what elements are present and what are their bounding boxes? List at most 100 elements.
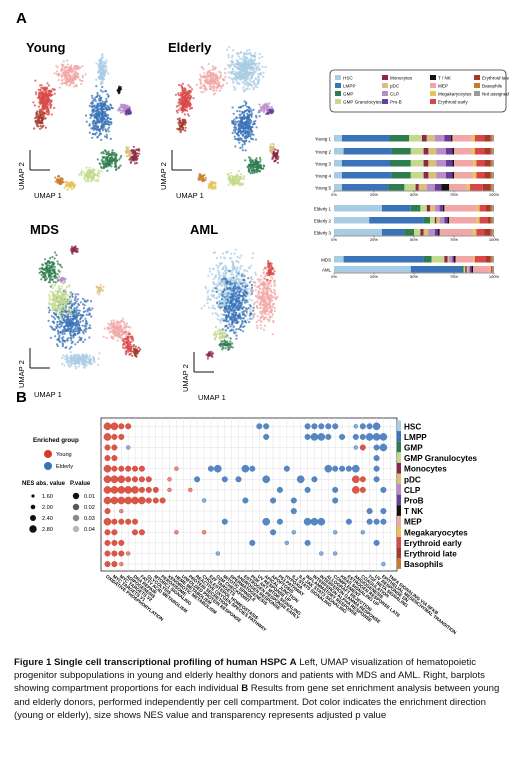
umap-cell-point xyxy=(212,251,215,254)
umap-cell-point xyxy=(77,353,80,356)
umap-cell-point xyxy=(53,302,57,305)
umap-cell-point xyxy=(257,64,260,68)
umap-cell-point xyxy=(43,111,46,114)
umap-cell-point xyxy=(219,321,222,324)
umap-cell-point xyxy=(248,83,251,86)
umap-cell-point xyxy=(263,107,266,111)
umap-cell-point xyxy=(52,300,55,303)
umap-cell-point xyxy=(78,362,81,366)
umap-cell-point xyxy=(72,322,75,325)
umap-cell-point xyxy=(57,317,61,320)
umap-cell-point xyxy=(36,112,39,115)
umap-cell-point xyxy=(250,77,253,80)
umap-cell-point xyxy=(110,335,113,338)
umap-cell-point xyxy=(258,73,261,76)
umap-cell-point xyxy=(250,115,253,118)
umap-cell-point xyxy=(76,324,79,327)
umap-cell-point xyxy=(105,118,108,121)
umap-cell-point xyxy=(219,299,222,302)
umap-cell-point xyxy=(41,276,45,279)
umap-cell-point xyxy=(103,121,106,124)
umap-cell-point xyxy=(74,332,77,335)
umap-cell-point xyxy=(232,49,235,52)
umap-cell-point xyxy=(119,156,122,159)
umap-cell-point xyxy=(62,81,65,84)
umap-cell-point xyxy=(213,296,216,299)
umap-cell-point xyxy=(228,178,231,181)
umap-cell-point xyxy=(100,74,103,77)
umap-cell-point xyxy=(37,115,41,118)
umap-cell-point xyxy=(95,85,98,88)
umap-cell-point xyxy=(105,106,108,109)
umap-cell-point xyxy=(235,126,238,129)
umap-cell-point xyxy=(219,319,222,322)
umap-cell-point xyxy=(73,317,77,320)
umap-cell-point xyxy=(183,113,186,116)
umap-cell-point xyxy=(215,283,218,286)
umap-cell-point xyxy=(74,84,77,88)
umap-cell-point xyxy=(227,71,230,74)
umap-cell-point xyxy=(91,122,94,125)
umap-cell-point xyxy=(58,287,61,290)
umap-cell-point xyxy=(137,346,140,349)
umap-cell-point xyxy=(105,133,108,136)
umap-cell-point xyxy=(216,301,219,304)
umap-cell-point xyxy=(239,265,242,268)
umap-cell-point xyxy=(248,140,251,143)
umap-cell-point xyxy=(178,101,181,104)
umap-cell-point xyxy=(61,68,64,71)
umap-cell-point xyxy=(233,252,236,255)
umap-cell-point xyxy=(129,111,132,114)
umap-cell-point xyxy=(61,333,64,336)
umap-cell-point xyxy=(213,307,216,310)
umap-cell-point xyxy=(255,69,258,72)
umap-cell-point xyxy=(235,137,239,141)
umap-cell-point xyxy=(49,285,53,288)
umap-cell-point xyxy=(40,110,44,113)
umap-cell-point xyxy=(244,127,247,130)
umap-cell-point xyxy=(251,59,254,63)
umap-cell-point xyxy=(86,169,89,172)
umap-cell-point xyxy=(106,128,109,131)
umap-cell-point xyxy=(78,309,81,312)
umap-cell-point xyxy=(66,63,69,66)
umap-cell-point xyxy=(214,74,217,78)
umap-cell-point xyxy=(262,75,265,78)
umap-cell-point xyxy=(223,269,227,273)
umap-cell-point xyxy=(108,152,111,155)
umap-cell-point xyxy=(110,106,113,109)
umap-cell-point xyxy=(44,275,47,278)
umap-cell-point xyxy=(248,77,251,80)
umap-cell-point xyxy=(98,129,101,132)
umap-cell-point xyxy=(65,321,68,324)
umap-cell-point xyxy=(247,307,250,310)
umap-cell-point xyxy=(96,106,99,109)
umap-elderly-panel: Elderly UMAP 1 UMAP 2 xyxy=(159,40,280,200)
umap-cell-point xyxy=(253,170,256,173)
umap-cell-point xyxy=(199,175,202,178)
umap-cell-point xyxy=(133,350,136,353)
umap-cell-point xyxy=(223,78,226,81)
umap-cell-point xyxy=(235,52,238,55)
umap-cell-point xyxy=(78,336,81,339)
umap-cell-point xyxy=(199,79,202,83)
umap-cell-point xyxy=(70,301,73,304)
umap-cell-point xyxy=(51,255,54,259)
umap-cell-point xyxy=(183,123,186,126)
umap-cell-point xyxy=(44,273,47,276)
umap-cell-point xyxy=(252,163,255,167)
umap-cell-point xyxy=(111,149,114,152)
umap-cell-point xyxy=(232,266,235,269)
figure-canvas: A B Young UMAP 1 UMAP 2 Elderly UMAP 1 U… xyxy=(16,10,510,636)
umap-cell-point xyxy=(266,105,269,108)
umap-ylabel: UMAP 2 xyxy=(159,162,168,190)
umap-cell-point xyxy=(97,118,100,121)
umap-cell-point xyxy=(237,55,240,58)
umap-cell-point xyxy=(213,181,216,184)
umap-cell-point xyxy=(204,76,207,79)
umap-cell-point xyxy=(106,114,110,117)
umap-cell-point xyxy=(224,67,227,70)
umap-cell-point xyxy=(241,274,244,277)
umap-cell-point xyxy=(254,52,257,55)
umap-cell-point xyxy=(39,88,42,91)
